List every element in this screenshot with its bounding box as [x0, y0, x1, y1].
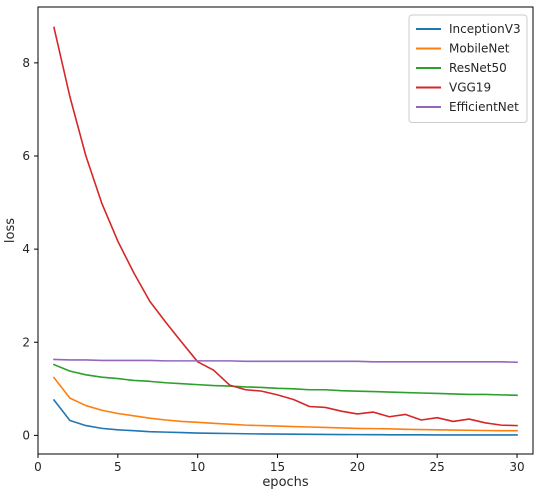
series-layer — [52, 26, 518, 436]
y-axis-ticks: 0 2 4 6 8 — [22, 56, 38, 442]
y-tick-label: 2 — [22, 335, 30, 349]
y-tick-label: 4 — [22, 242, 30, 256]
x-tick-label: 0 — [34, 460, 42, 474]
legend-label-resnet50: ResNet50 — [449, 61, 507, 75]
y-axis-label: loss — [3, 218, 18, 243]
legend-label-inceptionv3: InceptionV3 — [449, 22, 521, 36]
x-tick-label: 25 — [430, 460, 445, 474]
legend: InceptionV3 MobileNet ResNet50 VGG19 Efficie… — [408, 14, 528, 123]
x-axis-ticks: 0 5 10 15 20 25 30 — [34, 454, 525, 474]
y-tick-label: 6 — [22, 149, 30, 163]
y-tick-label: 8 — [22, 56, 30, 70]
x-tick-label: 5 — [114, 460, 122, 474]
y-tick-label: 0 — [22, 428, 30, 442]
legend-label-vgg19: VGG19 — [449, 81, 491, 95]
plot-frame — [37, 6, 534, 455]
series-line-vgg19 — [53, 26, 518, 427]
legend-box — [408, 14, 528, 123]
legend-label-efficientnet: EfficientNet — [449, 100, 519, 114]
legend-label-mobilenet: MobileNet — [449, 42, 510, 56]
x-tick-label: 15 — [270, 460, 285, 474]
series-line-resnet50 — [52, 363, 518, 397]
x-tick-label: 10 — [190, 460, 205, 474]
series-line-inceptionv3 — [52, 398, 518, 436]
x-axis-label: epochs — [262, 475, 309, 490]
x-tick-label: 30 — [509, 460, 524, 474]
x-tick-label: 20 — [350, 460, 365, 474]
series-line-efficientnet — [53, 358, 518, 364]
series-line-mobilenet — [52, 376, 518, 432]
